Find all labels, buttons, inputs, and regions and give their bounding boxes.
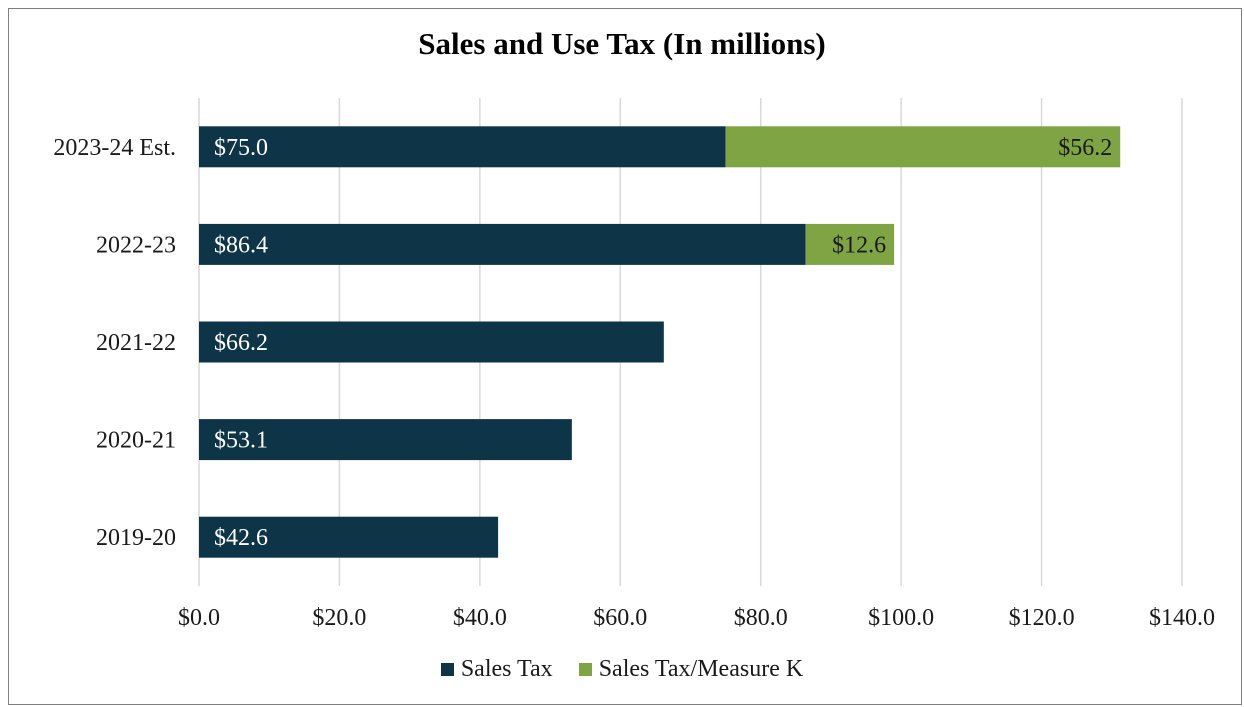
category-label: 2020-21 <box>96 428 176 454</box>
x-tick-label: $140.0 <box>1149 605 1215 631</box>
chart-title: Sales and Use Tax (In millions) <box>418 26 826 61</box>
bar-sales-tax <box>199 516 499 558</box>
data-label-sales-tax: $66.2 <box>214 330 268 356</box>
data-label-sales-tax: $75.0 <box>214 135 268 161</box>
data-label-sales-tax: $42.6 <box>214 525 268 551</box>
bar-measure-k <box>725 126 1121 168</box>
category-label: 2022-23 <box>96 232 176 258</box>
x-tick-label: $80.0 <box>734 605 788 631</box>
bar-sales-tax <box>199 223 806 265</box>
legend-item-sales-tax: Sales Tax <box>440 656 553 683</box>
bar-sales-tax <box>199 419 572 461</box>
x-tick-label: $40.0 <box>453 605 507 631</box>
x-tick-label: $20.0 <box>312 605 366 631</box>
category-label: 2021-22 <box>96 330 176 356</box>
legend-item-measure-k: Sales Tax/Measure K <box>578 656 804 683</box>
data-label-measure-k: $56.2 <box>1058 135 1112 161</box>
bar-measure-k <box>805 223 895 265</box>
data-label-measure-k: $12.6 <box>832 232 886 258</box>
category-label: 2023-24 Est. <box>53 135 176 161</box>
legend-label-measure-k: Sales Tax/Measure K <box>598 656 804 682</box>
legend-label-sales-tax: Sales Tax <box>460 656 553 682</box>
data-label-sales-tax: $53.1 <box>214 428 268 454</box>
x-tick-label: $60.0 <box>593 605 647 631</box>
legend: Sales Tax Sales Tax/Measure K <box>0 656 1244 683</box>
category-label: 2019-20 <box>96 525 176 551</box>
legend-swatch-measure-k <box>578 663 592 676</box>
x-tick-label: $0.0 <box>178 605 220 631</box>
x-tick-label: $100.0 <box>868 605 934 631</box>
legend-swatch-sales-tax <box>440 663 454 676</box>
x-tick-label: $120.0 <box>1009 605 1075 631</box>
bar-sales-tax <box>199 321 664 363</box>
data-label-sales-tax: $86.4 <box>214 232 268 258</box>
bar-sales-tax <box>199 126 726 168</box>
